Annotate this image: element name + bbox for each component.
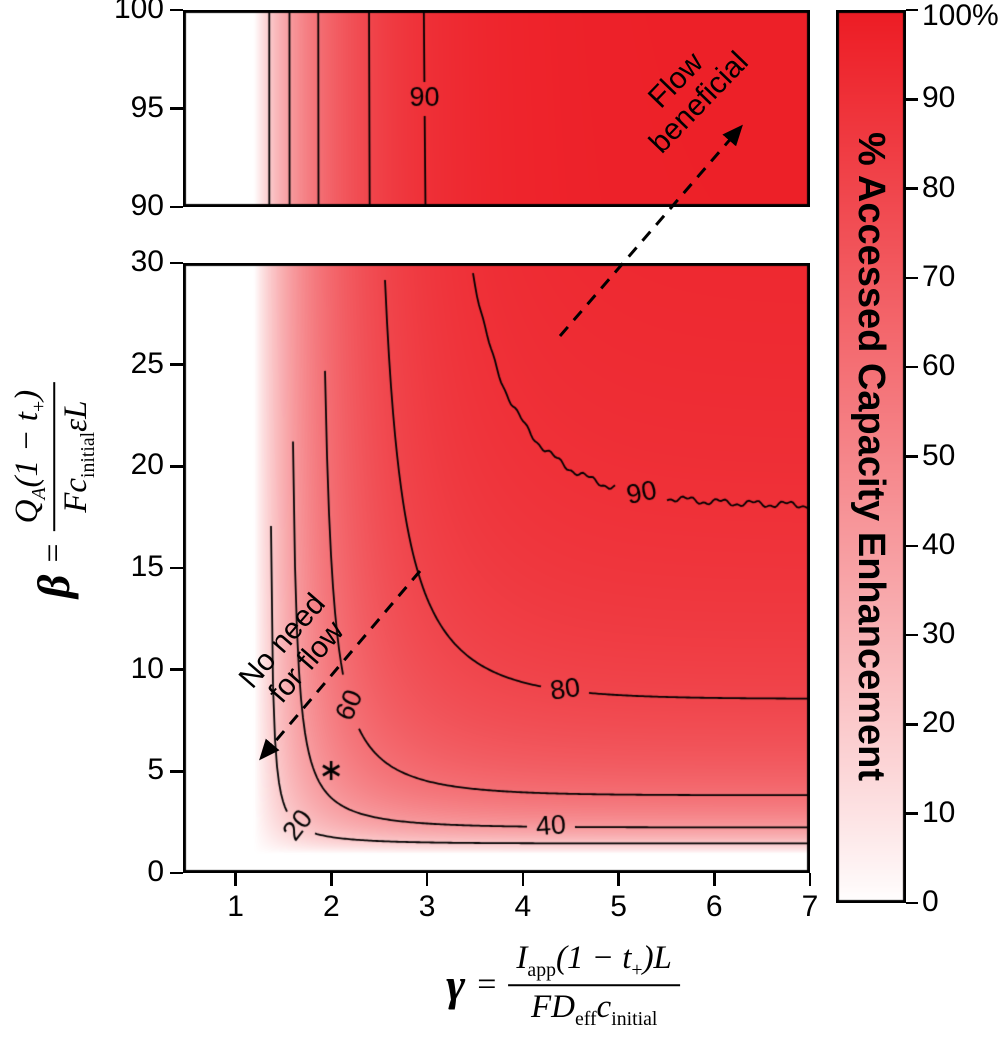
colorbar-tick-mark [906,544,918,548]
math-fragment: (1 − t [9,412,46,488]
colorbar-tick-mark [906,723,918,726]
equals-sign: = [35,543,72,563]
math-subscript: + [27,400,50,413]
x-tick-mark [808,873,812,886]
math-fragment: εL [58,400,94,432]
y-tick-label: 95 [130,90,164,124]
x-tick-label: 3 [418,890,436,923]
equals-sign: = [477,966,497,1003]
colorbar-tick-label: 60 [922,349,956,383]
colorbar-tick-label: 70 [922,259,956,293]
math-subscript: + [631,958,643,981]
colorbar-tick-mark [906,901,918,905]
x-tick-mark [234,873,237,886]
x-tick-label: 1 [227,890,244,923]
y-tick-label: 5 [147,753,164,787]
x-fraction-numerator: Iapp(1 − t+)L [508,940,680,986]
math-subscript: eff [574,1007,597,1030]
math-subscript: initial [611,1007,658,1030]
y-tick-mark [170,566,183,570]
math-fragment: (1 − t [555,940,632,977]
y-tick-label: 0 [147,855,164,888]
main-panel-heatmap [183,263,810,873]
colorbar-tick-mark [906,8,918,12]
x-tick-mark [330,873,333,886]
colorbar-tick-mark [906,276,918,280]
x-axis-label: γ = Iapp(1 − t+)L FDeffcinitial [446,940,680,1030]
colorbar-tick-mark [906,365,918,369]
y-tick-label: 100 [113,0,164,25]
x-axis-fraction: Iapp(1 − t+)L FDeffcinitial [508,940,680,1030]
math-fragment: )L [642,940,672,977]
y-tick-mark [170,205,183,209]
x-tick-label: 2 [323,890,340,923]
y-tick-mark [170,8,183,12]
colorbar-tick-label: 20 [922,706,956,740]
math-fragment: Q [9,499,46,524]
y-tick-mark [170,871,183,875]
math-fragment: I [516,940,528,977]
y-tick-mark [170,668,183,671]
colorbar-tick-mark [906,812,918,815]
colorbar-tick-mark [906,187,918,190]
x-tick-mark [617,873,620,886]
math-fragment: c [596,989,612,1025]
y-tick-label: 10 [130,651,164,685]
x-fraction-denominator: FDeffcinitial [508,986,680,1030]
math-fragment: ) [9,389,46,401]
colorbar-tick-label: 50 [922,438,956,472]
x-tick-mark [521,873,525,886]
y-tick-label: 20 [130,448,164,482]
math-fragment: FD [530,989,575,1025]
colorbar-tick-label: 40 [922,527,956,561]
colorbar-tick-label: 100% [922,0,999,32]
colorbar-tick-mark [906,633,918,637]
colorbar-tick-label: 0 [922,885,939,918]
y-fraction-numerator: QA(1 − t+) [9,381,55,532]
gamma-symbol: γ [446,959,466,1011]
y-tick-label: 30 [130,245,164,278]
y-tick-label: 25 [130,346,164,380]
colorbar-tick-mark [906,98,918,101]
y-tick-mark [170,465,183,468]
y-tick-mark [170,107,183,110]
x-tick-label: 5 [610,890,627,923]
math-subscript: app [527,958,556,981]
y-tick-label: 90 [130,189,164,222]
x-tick-label: 6 [705,890,723,923]
math-subscript: A [27,487,50,500]
beta-symbol: β [28,574,80,599]
colorbar-tick-mark [906,455,918,458]
y-tick-mark [170,770,183,773]
colorbar-tick-label: 80 [922,170,956,204]
x-tick-label: 7 [801,890,819,923]
x-tick-mark [713,873,716,886]
y-tick-mark [170,363,183,366]
x-tick-label: 4 [514,890,532,923]
colorbar-gradient [836,10,906,903]
colorbar-tick-label: 90 [922,81,956,115]
x-tick-mark [425,873,429,886]
y-tick-label: 15 [130,550,164,583]
colorbar-tick-label: 30 [922,617,956,651]
math-fragment: Fc [58,477,94,513]
y-tick-mark [170,261,183,265]
colorbar-tick-label: 10 [922,795,956,829]
